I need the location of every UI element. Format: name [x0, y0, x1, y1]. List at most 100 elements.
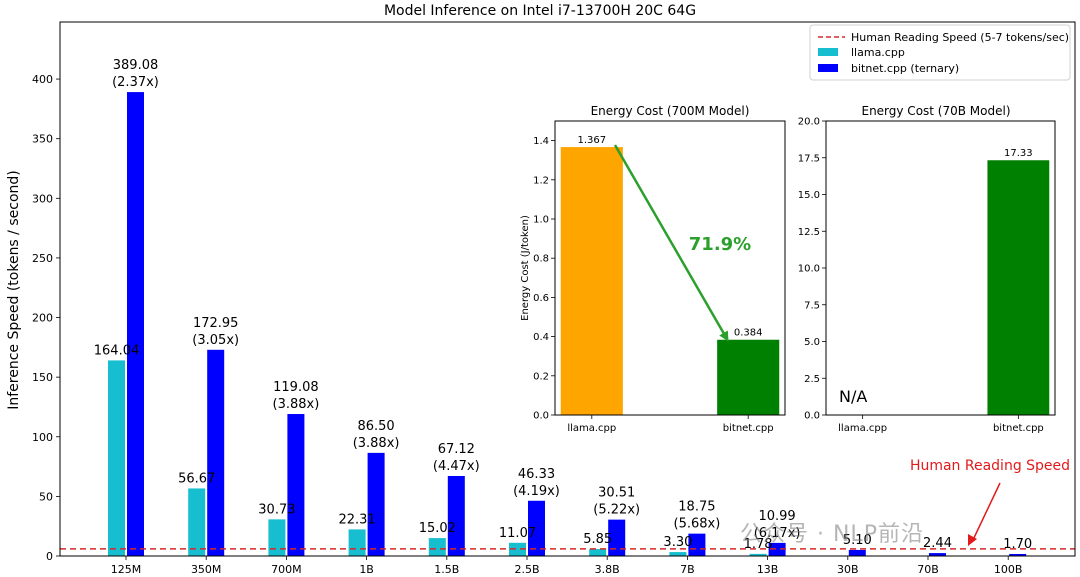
- y-tick-label-100: 100: [32, 431, 53, 444]
- data-label-bitnet-1.5B: 67.12 (4.47x): [433, 442, 480, 474]
- x-tick-label-2.5B: 2.5B: [514, 563, 539, 576]
- legend-bitnet-label: bitnet.cpp (ternary): [851, 62, 959, 75]
- y-tick-label-300: 300: [32, 192, 53, 205]
- inset2-plot-frame: [825, 120, 1056, 416]
- human-reading-annotation-arrow: [971, 482, 1001, 543]
- inset2-y-tick-label-20.0: 20.0: [798, 117, 820, 128]
- bar-bitnet-2.5B: [528, 500, 545, 556]
- inset1-axes: llama.cpp bitnet.cpp 0.0 0.2 0.4 0.6 0.8 1.0 1.2…: [533, 120, 786, 434]
- bar-llama-2.5B: [509, 542, 526, 556]
- watermark: 公众号 · NLP前沿: [740, 522, 924, 547]
- inset1-bar-bitnet.cpp: [717, 339, 780, 415]
- bar-llama-125M: [108, 360, 125, 556]
- legend-llama-label: llama.cpp: [851, 46, 905, 59]
- data-label-llama-2.5B: 11.07: [499, 526, 536, 541]
- bar-llama-7B: [669, 552, 687, 556]
- inset2-y-tick-label-15.0: 15.0: [798, 190, 820, 201]
- bar-llama-3.8B: [589, 549, 607, 556]
- inset1-title: Energy Cost (700M Model): [591, 104, 750, 118]
- inset2-y-tick-label-17.5: 17.5: [798, 153, 820, 164]
- bar-bitnet-3.8B: [608, 519, 626, 556]
- human-reading-annotation-arrowhead: [968, 534, 977, 546]
- inset1-y-tick-label-0.0: 0.0: [533, 411, 549, 422]
- inset1-y-tick-label-1.4: 1.4: [533, 136, 549, 147]
- y-tick-label-200: 200: [32, 312, 53, 325]
- bar-llama-13B: [749, 553, 767, 556]
- main-bar-labels: 164.04 389.08 (2.37x) 56.67 172.95 (3.05x) 30.…: [94, 58, 1032, 552]
- data-label-bitnet-7B: 18.75 (5.68x): [674, 500, 721, 532]
- bar-bitnet-125M: [127, 92, 144, 556]
- legend-llama-swatch: [818, 48, 838, 56]
- bar-llama-1.5B: [428, 538, 446, 556]
- inset1-y-tick-label-0.4: 0.4: [533, 332, 549, 343]
- data-label-bitnet-2.5B: 46.33 (4.19x): [513, 467, 560, 499]
- data-label-bitnet-100B: 1.70: [1003, 537, 1032, 552]
- inset1-bars: 1.367 0.384: [560, 135, 780, 415]
- x-tick-label-13B: 13B: [757, 563, 779, 576]
- data-label-bitnet-125M: 389.08 (2.37x): [112, 58, 159, 90]
- main-legend: Human Reading Speed (5-7 tokens/sec) lla…: [809, 24, 1071, 81]
- x-tick-label-700M: 700M: [271, 563, 302, 576]
- inset1-y-tick-label-0.2: 0.2: [533, 371, 549, 382]
- data-label-bitnet-13B: 10.99 (6.17x): [754, 509, 801, 541]
- data-label-llama-3.8B: 5.85: [583, 532, 612, 547]
- x-tick-label-7B: 7B: [680, 563, 695, 576]
- bar-bitnet-1.5B: [447, 475, 465, 556]
- x-tick-label-70B: 70B: [917, 563, 939, 576]
- inset2-y-tick-label-0.0: 0.0: [804, 411, 820, 422]
- inset1-x-tick-label-bitnet.cpp: bitnet.cpp: [723, 423, 774, 434]
- bar-llama-1B: [348, 529, 366, 556]
- data-label-llama-700M: 30.73: [258, 502, 295, 517]
- bar-bitnet-100B: [1009, 553, 1027, 556]
- data-label-llama-1.5B: 15.02: [419, 521, 456, 536]
- y-tick-label-50: 50: [39, 490, 53, 503]
- inset-energy-700m: Energy Cost (700M Model) Energy Cost (J/…: [510, 100, 800, 450]
- x-tick-label-30B: 30B: [837, 563, 859, 576]
- inset2-bars: 17.33: [987, 148, 1050, 415]
- data-label-bitnet-70B: 2.44: [923, 536, 952, 551]
- data-label-llama-125M: 164.04: [94, 343, 140, 358]
- bar-bitnet-7B: [688, 533, 706, 556]
- inset2-title: Energy Cost (70B Model): [861, 104, 1010, 118]
- bar-bitnet-13B: [768, 542, 786, 556]
- y-tick-label-250: 250: [32, 252, 53, 265]
- x-tick-label-1B: 1B: [359, 563, 374, 576]
- bar-bitnet-70B: [929, 553, 946, 556]
- data-label-bitnet-30B: 5.10: [843, 533, 872, 548]
- y-tick-label-150: 150: [32, 371, 53, 384]
- y-tick-label-350: 350: [32, 133, 53, 146]
- inset1-y-tick-label-1.0: 1.0: [533, 215, 549, 226]
- bar-bitnet-1B: [367, 452, 385, 556]
- data-label-llama-1B: 22.31: [338, 512, 375, 527]
- bar-bitnet-350M: [207, 349, 225, 556]
- inset1-x-tick-label-llama.cpp: llama.cpp: [567, 423, 616, 434]
- main-y-axis-label: Inference Speed (tokens / second): [6, 170, 22, 410]
- main-axes: 125M 350M 700M 1B 1.5B 2.5B 3.8B 7B 13B 30B 70B 100…: [32, 21, 1076, 576]
- x-tick-label-350M: 350M: [191, 563, 222, 576]
- inset2-y-tick-label-7.5: 7.5: [804, 300, 820, 311]
- inset-energy-70b: Energy Cost (70B Model) 17.33 llama.cpp b…: [798, 100, 1070, 450]
- inset2-x-tick-label-llama.cpp: llama.cpp: [838, 423, 887, 434]
- data-label-llama-13B: 1.78: [744, 537, 773, 552]
- main-chart: 164.04 389.08 (2.37x) 56.67 172.95 (3.05x) 30.…: [6, 3, 1076, 576]
- legend-ref-label: Human Reading Speed (5-7 tokens/sec): [851, 31, 1069, 44]
- x-tick-label-100B: 100B: [994, 563, 1023, 576]
- data-label-llama-7B: 3.30: [663, 535, 692, 550]
- data-label-bitnet-1B: 86.50 (3.88x): [353, 419, 400, 451]
- inset2-y-tick-label-2.5: 2.5: [804, 374, 820, 385]
- inset1-bar-llama.cpp: [560, 147, 623, 415]
- bar-bitnet-30B: [848, 549, 866, 556]
- inset1-y-tick-label-0.6: 0.6: [533, 293, 549, 304]
- inset2-y-tick-label-5.0: 5.0: [804, 337, 820, 348]
- data-label-bitnet-700M: 119.08 (3.88x): [273, 380, 320, 412]
- inset1-y-tick-label-0.8: 0.8: [533, 254, 549, 265]
- legend-frame: [809, 24, 1071, 81]
- x-tick-label-3.8B: 3.8B: [595, 563, 620, 576]
- x-tick-label-1.5B: 1.5B: [434, 563, 459, 576]
- bar-bitnet-700M: [287, 414, 305, 556]
- inset1-reduction-label: 71.9%: [689, 234, 751, 255]
- data-label-bitnet-350M: 172.95 (3.05x): [192, 316, 239, 348]
- inset2-x-tick-label-bitnet.cpp: bitnet.cpp: [993, 423, 1044, 434]
- main-chart-title: Model Inference on Intel i7-13700H 20C 6…: [384, 3, 696, 19]
